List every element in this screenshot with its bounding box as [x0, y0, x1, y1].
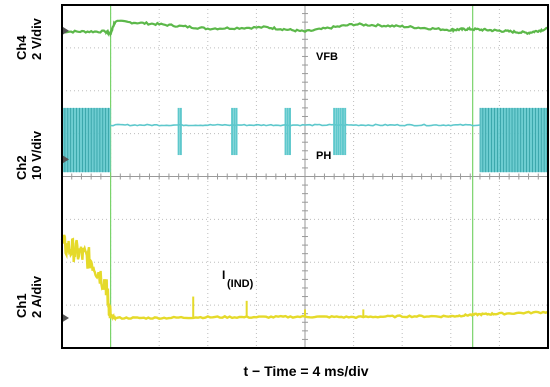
ph-trace-label: PH [316, 150, 331, 162]
vfb-trace-label: VFB [316, 51, 338, 63]
iind-trace-label-subscript: (IND) [227, 278, 254, 290]
ch4-name: Ch4 [14, 35, 29, 60]
ph-switching-burst [479, 107, 548, 173]
plot-frame-border [61, 4, 549, 349]
ch2-name: Ch2 [14, 155, 29, 180]
ch1-name: Ch1 [14, 293, 29, 318]
ph-idle-trace [110, 123, 481, 127]
ch1-scale: 2 A/div [29, 275, 44, 318]
ch4-label: Ch4 2 V/div [14, 18, 44, 60]
vfb-trace [61, 19, 549, 38]
ch1-label: Ch1 2 A/div [14, 276, 44, 318]
ch2-scale: 10 V/div [29, 130, 44, 180]
ch2-label: Ch2 10 V/div [14, 131, 44, 180]
ph-switching-burst [62, 107, 111, 173]
cursor-lines [109, 5, 474, 348]
ch4-scale: 2 V/div [29, 18, 44, 60]
x-axis-label: t − Time = 4 ms/div [243, 363, 369, 379]
iind-trace [60, 234, 549, 322]
iind-trace-label-main: I [222, 268, 225, 282]
